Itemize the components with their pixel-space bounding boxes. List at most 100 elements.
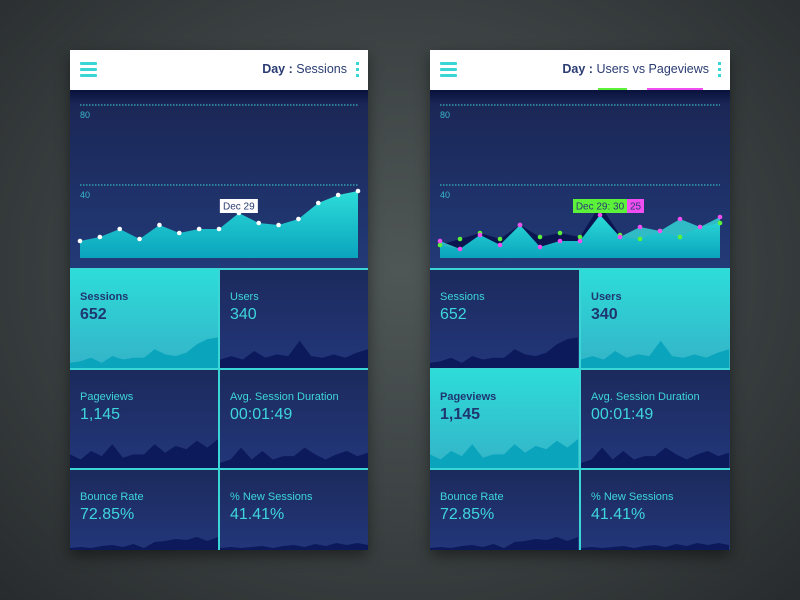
- pageviews-point[interactable]: [497, 242, 503, 248]
- data-point[interactable]: [137, 236, 142, 242]
- more-options-icon[interactable]: [718, 62, 722, 80]
- tile-new-sessions[interactable]: % New Sessions 41.41%: [220, 470, 368, 550]
- hamburger-menu-icon[interactable]: [80, 62, 97, 77]
- users-point[interactable]: [717, 220, 723, 226]
- pageviews-point[interactable]: [477, 232, 483, 238]
- tooltip-box: [219, 199, 258, 213]
- tile-value: 1,145: [80, 406, 121, 423]
- tile-avg-session-duration[interactable]: Avg. Session Duration 00:01:49: [581, 370, 730, 468]
- users-point[interactable]: [437, 242, 443, 248]
- pageviews-point[interactable]: [557, 238, 563, 244]
- sparkline-area: [581, 340, 729, 368]
- page-title[interactable]: Day : Users vs Pageviews: [562, 62, 709, 76]
- tile-value: 41.41%: [591, 506, 646, 523]
- tooltip-users-label: Dec 29: 30: [576, 202, 625, 213]
- tile-users[interactable]: Users 340: [220, 270, 368, 368]
- tile-value: 72.85%: [440, 506, 495, 523]
- data-point[interactable]: [335, 192, 341, 198]
- page-title[interactable]: Day : Sessions: [262, 62, 347, 76]
- series-area: [80, 191, 358, 258]
- data-point[interactable]: [117, 226, 123, 232]
- sparkline-area: [581, 447, 729, 468]
- more-options-icon[interactable]: [356, 62, 360, 80]
- tile-label: Pageviews: [80, 391, 134, 403]
- metric-tiles: Sessions 652 Users 340 Pageviews 1,145 Avg. Se…: [430, 270, 730, 550]
- sparkline: [70, 439, 218, 468]
- pageviews-point[interactable]: [617, 234, 623, 240]
- tile-value: 00:01:49: [230, 406, 293, 423]
- tile-label: Sessions: [80, 291, 129, 303]
- tile-value: 652: [80, 306, 107, 323]
- pageviews-point[interactable]: [537, 244, 543, 250]
- pageviews-point[interactable]: [677, 216, 683, 222]
- pageviews-point[interactable]: [697, 224, 703, 230]
- sparkline: [220, 340, 368, 368]
- data-point[interactable]: [196, 226, 202, 232]
- users-point[interactable]: [457, 236, 463, 242]
- sparkline: [430, 537, 578, 550]
- tile-pageviews[interactable]: Pageviews 1,145: [70, 370, 218, 468]
- tile-sessions[interactable]: Sessions 652: [70, 270, 218, 368]
- sessions-panel: Day : Sessions 80 40 Dec 29 Sessions 652 Use…: [70, 50, 368, 550]
- users-point[interactable]: [497, 236, 503, 242]
- tile-value: 1,145: [440, 406, 481, 423]
- pageviews-legend-bar: [647, 88, 703, 90]
- pageviews-point[interactable]: [717, 214, 723, 220]
- tile-new-sessions[interactable]: % New Sessions 41.41%: [581, 470, 730, 550]
- data-point[interactable]: [276, 222, 281, 228]
- pageviews-point[interactable]: [457, 246, 463, 252]
- tile-sessions[interactable]: Sessions 652: [430, 270, 579, 368]
- pageviews-point[interactable]: [437, 238, 443, 244]
- data-point[interactable]: [157, 222, 162, 228]
- tile-value: 00:01:49: [591, 406, 654, 423]
- y-tick-label: 80: [80, 110, 90, 120]
- tooltip-pageviews-box: [627, 199, 644, 213]
- y-tick-label: 80: [440, 110, 450, 120]
- data-point[interactable]: [176, 230, 182, 236]
- sparkline: [581, 447, 729, 468]
- tile-users[interactable]: Users 340: [581, 270, 730, 368]
- data-point[interactable]: [97, 234, 103, 240]
- sessions-chart[interactable]: 80 40 Dec 29: [70, 90, 368, 268]
- sparkline: [70, 537, 218, 550]
- users-point[interactable]: [677, 234, 683, 240]
- tile-label: Users: [591, 291, 622, 303]
- tile-label: Bounce Rate: [80, 491, 144, 503]
- metric-tiles: Sessions 652 Users 340 Pageviews 1,145 Avg. Se…: [70, 270, 368, 550]
- pageviews-point[interactable]: [517, 222, 523, 228]
- data-point[interactable]: [355, 188, 361, 194]
- users-point[interactable]: [537, 234, 543, 240]
- tile-label: Users: [230, 291, 259, 303]
- data-point[interactable]: [216, 226, 222, 232]
- sparkline-area: [70, 537, 218, 550]
- tile-label: Avg. Session Duration: [230, 391, 339, 403]
- users-pageviews-chart[interactable]: 80 40 Dec 29: 30 25: [430, 90, 730, 268]
- tooltip-pageviews-label: 25: [630, 202, 642, 213]
- data-point[interactable]: [315, 200, 321, 206]
- pageviews-point[interactable]: [657, 228, 663, 234]
- pageviews-point[interactable]: [577, 238, 583, 244]
- tile-label: % New Sessions: [230, 491, 313, 503]
- tile-bounce-rate[interactable]: Bounce Rate 72.85%: [430, 470, 579, 550]
- sparkline-area: [430, 439, 578, 468]
- tile-value: 41.41%: [230, 506, 285, 523]
- hamburger-menu-icon[interactable]: [440, 62, 457, 77]
- pageviews-point[interactable]: [597, 212, 603, 218]
- sparkline: [581, 340, 729, 368]
- tile-pageviews[interactable]: Pageviews 1,145: [430, 370, 579, 468]
- users-point[interactable]: [637, 236, 643, 242]
- sparkline-area: [581, 543, 729, 550]
- tile-avg-session-duration[interactable]: Avg. Session Duration 00:01:49: [220, 370, 368, 468]
- data-point[interactable]: [77, 238, 83, 244]
- pageviews-point[interactable]: [637, 224, 643, 230]
- users-point[interactable]: [557, 230, 563, 236]
- data-point[interactable]: [256, 220, 262, 226]
- tile-label: Avg. Session Duration: [591, 391, 700, 403]
- tile-value: 72.85%: [80, 506, 135, 523]
- header: Day : Users vs Pageviews: [430, 50, 730, 90]
- data-point[interactable]: [296, 216, 301, 222]
- tile-bounce-rate[interactable]: Bounce Rate 72.85%: [70, 470, 218, 550]
- users-point[interactable]: [577, 234, 583, 240]
- tile-label: Pageviews: [440, 391, 497, 403]
- sparkline-area: [430, 537, 578, 550]
